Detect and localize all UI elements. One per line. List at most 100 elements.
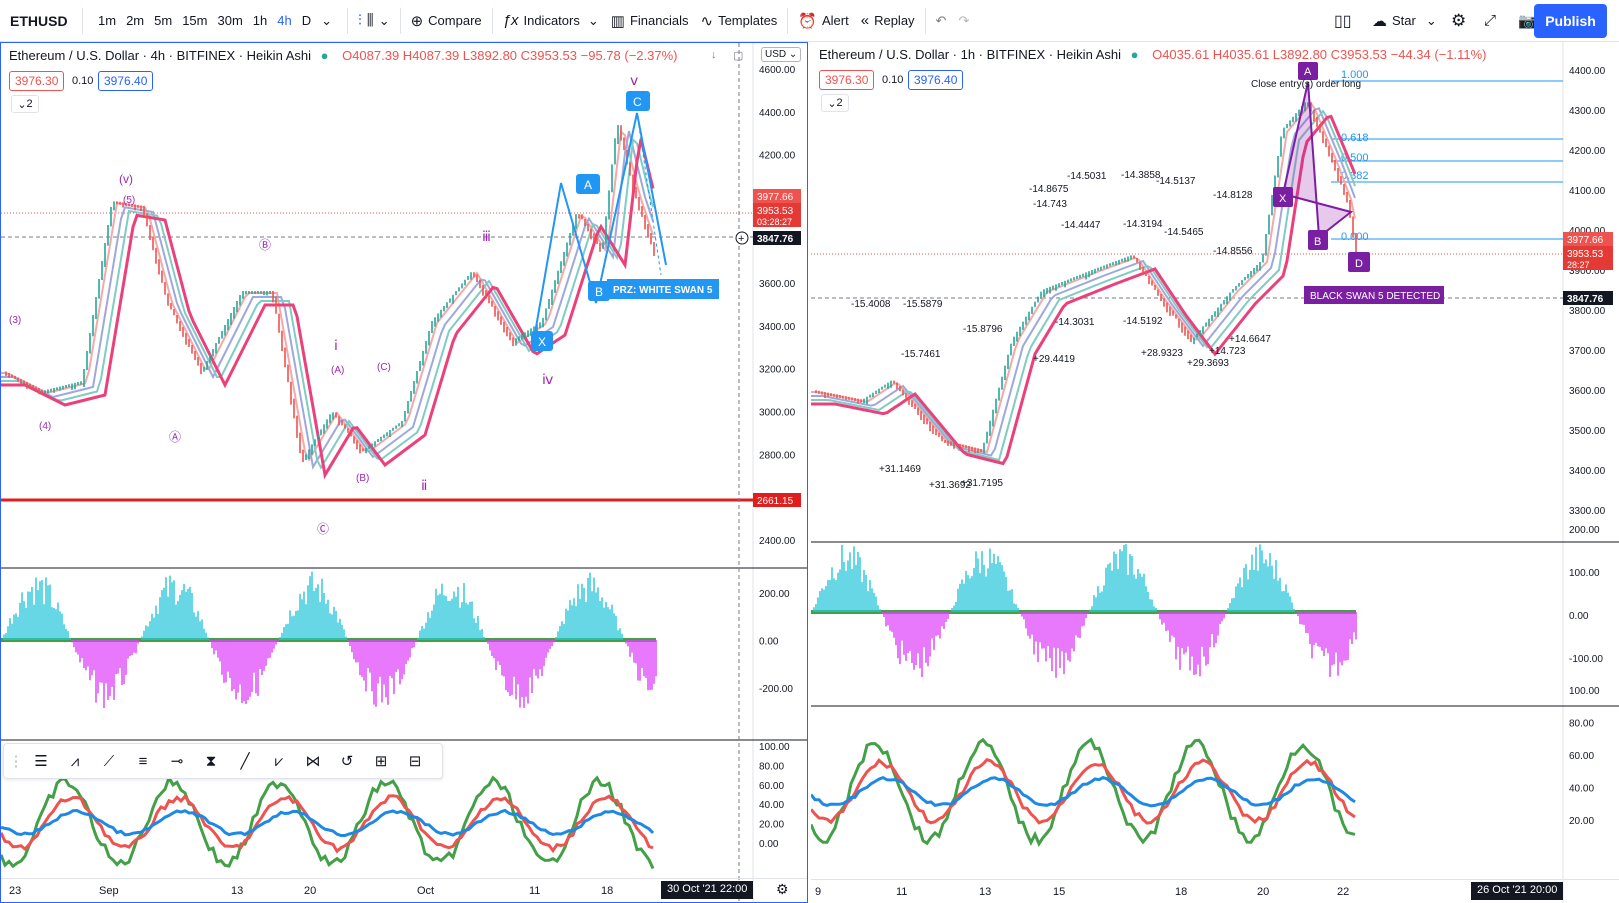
time-axis[interactable]: 9 11 13 15 18 20 22 26 Oct '21 20:00	[811, 879, 1619, 903]
date-range-icon[interactable]: ⊟	[408, 753, 422, 770]
trade-label: -14.3031	[1055, 317, 1095, 328]
osc-bar	[1127, 574, 1129, 612]
maximize-icon[interactable]: ▢	[733, 50, 744, 62]
osc-bar	[883, 612, 885, 618]
drag-handle-icon[interactable]: ⋮	[8, 753, 24, 770]
osc-bar	[295, 610, 297, 640]
fib-retracement[interactable]: 1.000 0.618 0.500 0.382 0.000	[1331, 69, 1563, 243]
legend-collapse-button[interactable]: ⌄ 2	[11, 95, 39, 113]
templates-button[interactable]: ∿ Templates	[694, 6, 783, 36]
time-axis[interactable]: 23 Sep 13 20 Oct 11 18 30 Oct '21 22:00 …	[1, 878, 807, 902]
candle	[587, 223, 589, 232]
abcd-pattern-icon[interactable]: ⩘	[70, 752, 80, 770]
interval-30m[interactable]: 30m	[217, 13, 243, 28]
undo-button[interactable]: ↶	[930, 6, 953, 36]
add-alert-plus-icon[interactable]	[735, 231, 749, 245]
osc-bar	[555, 637, 557, 640]
osc-bar	[141, 636, 143, 640]
chart-title[interactable]: Ethereum / U.S. Dollar · 1h · BITFINEX ·…	[819, 47, 1121, 62]
osc-bar	[261, 640, 263, 675]
osc-bar	[953, 605, 955, 612]
alert-button[interactable]: ⏰ Alert	[792, 6, 854, 36]
currency-selector[interactable]: USD ⌄	[761, 47, 802, 62]
fullscreen-button[interactable]: ⤢	[1478, 6, 1502, 36]
trend-line-icon[interactable]: ⟋	[103, 752, 115, 770]
chart-title[interactable]: Ethereum / U.S. Dollar · 4h · BITFINEX ·…	[9, 48, 311, 63]
symbol-search[interactable]: ETHUSD	[10, 12, 68, 29]
interval-1m[interactable]: 1m	[98, 13, 117, 28]
osc-bar	[1309, 612, 1311, 645]
candle	[1349, 200, 1351, 218]
buy-price-button[interactable]: 3976.40	[908, 70, 964, 90]
left-chart-pane[interactable]: 4600.004400.004200.004000.003800.003600.…	[0, 42, 808, 903]
osc-bar	[291, 616, 293, 640]
settings-button[interactable]: ⚙	[1445, 6, 1472, 36]
osc-bar	[903, 612, 905, 655]
lines-icon[interactable]: ☰	[34, 753, 48, 770]
heikin-ashi-candles	[5, 125, 655, 463]
interval-1h[interactable]: 1h	[252, 13, 268, 28]
osc-bar	[1343, 612, 1345, 661]
right-chart-pane[interactable]: 4400.00 4300.00 4200.00 4100.00 4000.00 3900.…	[811, 42, 1619, 903]
osc-bar	[1177, 612, 1179, 647]
osc-bar	[125, 640, 127, 675]
layout-button[interactable]: ▯▯	[1328, 6, 1358, 36]
legend-collapse-button[interactable]: ⌄ 2	[821, 94, 849, 112]
financials-button[interactable]: ▥ Financials	[605, 6, 695, 36]
sell-price-button[interactable]: 3976.30	[9, 71, 65, 91]
time-tick: 13	[231, 885, 244, 897]
time-tick: 20	[1257, 886, 1270, 898]
osc-bar	[859, 557, 861, 612]
candle	[1070, 278, 1072, 282]
gear-icon[interactable]: ⚙	[776, 881, 789, 897]
osc-bar	[515, 640, 517, 700]
osc-bar	[871, 588, 873, 612]
scroll-down-icon[interactable]: ↓	[711, 49, 717, 61]
interval-5m[interactable]: 5m	[154, 13, 173, 28]
ray-icon[interactable]: ╱	[240, 753, 250, 770]
gann-fan-icon[interactable]: ⊞	[374, 753, 388, 770]
candle	[548, 299, 550, 309]
sell-price-button[interactable]: 3976.30	[819, 70, 875, 90]
replay-button[interactable]: « Replay	[855, 6, 921, 36]
plus-icon: +	[738, 233, 744, 245]
fib-level-label: 0.000	[1341, 231, 1369, 243]
candle	[167, 293, 169, 306]
candle	[1052, 285, 1054, 290]
chart-type-button[interactable]: ⫶ ⫼ ⌄	[352, 6, 396, 36]
layout-name-button[interactable]: ☁ Star ⌄	[1366, 6, 1443, 36]
fib-retracement-icon[interactable]: ≡	[138, 752, 148, 770]
candle	[1166, 302, 1168, 313]
interval-dropdown-icon[interactable]: ⌄	[321, 12, 333, 28]
osc-bar	[465, 602, 467, 640]
candle	[371, 443, 373, 448]
interval-4h[interactable]: 4h	[277, 13, 292, 28]
xabcd-pattern-icon[interactable]: ⋈	[305, 753, 321, 770]
osc-bar	[123, 640, 125, 684]
redo-button[interactable]: ↷	[952, 6, 975, 36]
compare-button[interactable]: ⊕ Compare	[405, 6, 488, 36]
osc-bar	[479, 630, 481, 640]
buy-price-button[interactable]: 3976.40	[98, 71, 154, 91]
publish-button[interactable]: Publish	[1534, 4, 1607, 38]
interval-d[interactable]: D	[301, 13, 312, 28]
long-position-icon[interactable]: ⧗	[205, 752, 217, 770]
interval-2m[interactable]: 2m	[126, 13, 145, 28]
harmonic-point-d	[1348, 252, 1370, 272]
osc-bar	[1243, 568, 1245, 612]
osc-bar	[1267, 566, 1269, 612]
snapshot-button[interactable]: 📷	[1512, 6, 1543, 36]
candle	[1343, 184, 1345, 195]
interval-15m[interactable]: 15m	[182, 13, 208, 28]
osc-bar	[847, 560, 849, 612]
fib-spiral-icon[interactable]: ↺	[340, 753, 354, 770]
osc-bar	[305, 604, 307, 640]
candle	[1112, 262, 1114, 266]
osc-bar	[855, 564, 857, 612]
indicators-button[interactable]: ƒx Indicators ⌄	[497, 6, 605, 36]
osc-bar	[309, 576, 311, 640]
elliott-wave-icon[interactable]: ⩗	[274, 752, 284, 770]
osc-bar	[1215, 612, 1217, 644]
horizontal-ray-icon[interactable]: ⊸	[170, 753, 184, 770]
osc-bar	[383, 640, 385, 685]
